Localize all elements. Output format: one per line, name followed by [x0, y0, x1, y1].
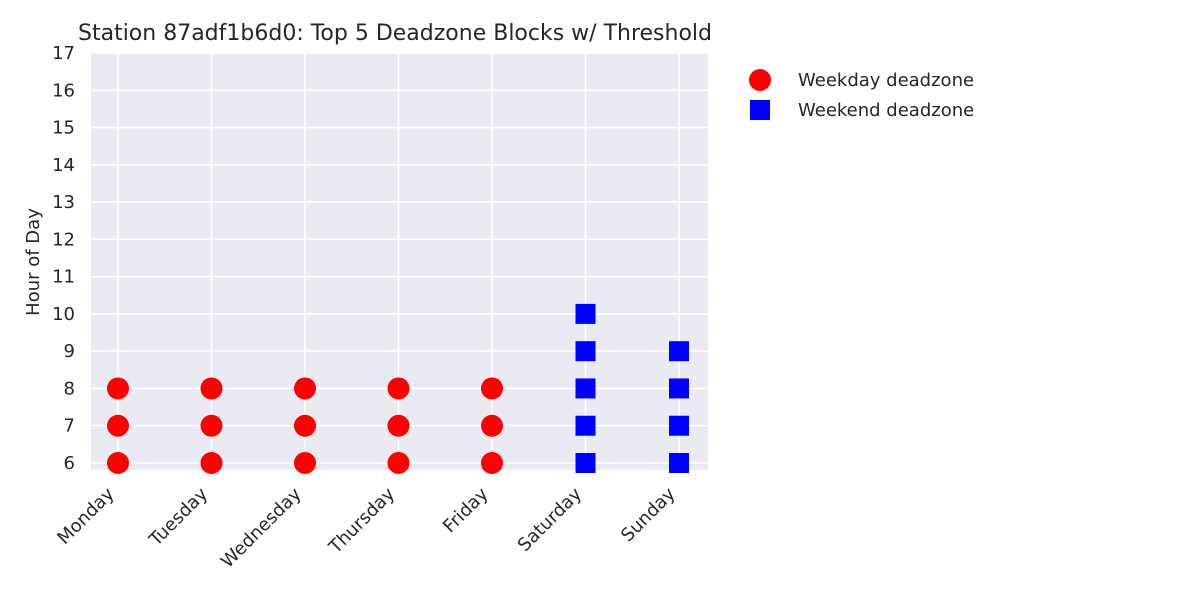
weekday-point [200, 452, 223, 474]
weekend-point [575, 341, 596, 362]
plot-area [91, 53, 708, 470]
x-tick-label: Tuesday [145, 483, 213, 551]
legend-weekend-marker [750, 100, 770, 120]
weekday-point [200, 414, 223, 437]
weekend-point [575, 378, 596, 399]
weekend-point [669, 415, 689, 436]
weekday-point [481, 452, 503, 474]
x-tick-label: Sunday [617, 483, 680, 546]
weekday-point [107, 452, 129, 474]
weekday-point [387, 452, 410, 474]
y-tick-label: 17 [52, 43, 75, 64]
weekday-point [387, 414, 410, 437]
legend: Weekday deadzone Weekend deadzone [749, 69, 974, 121]
y-tick-label: 10 [52, 304, 75, 325]
grid-lines [91, 52, 708, 470]
y-axis-ticks: 6 7 8 9 10 11 12 13 14 15 16 17 [52, 43, 75, 474]
weekday-point [294, 414, 316, 437]
weekday-point [294, 452, 316, 474]
y-tick-label: 7 [64, 416, 75, 437]
legend-label: Weekend deadzone [798, 100, 974, 121]
x-tick-label: Wednesday [217, 483, 306, 572]
weekend-point [575, 303, 596, 324]
y-tick-label: 13 [52, 192, 75, 213]
data-markers [107, 303, 689, 474]
y-tick-label: 16 [52, 80, 75, 101]
weekday-point [294, 377, 316, 400]
weekend-point [669, 453, 689, 473]
y-axis-label: Hour of Day [23, 208, 44, 316]
legend-weekday-marker [749, 69, 771, 91]
weekend-point [575, 415, 596, 436]
y-tick-label: 12 [52, 229, 75, 250]
y-tick-label: 9 [64, 341, 75, 362]
x-tick-label: Friday [439, 483, 493, 537]
weekday-point [387, 377, 410, 400]
chart-title: Station 87adf1b6d0: Top 5 Deadzone Block… [78, 21, 712, 46]
weekday-point [481, 377, 503, 400]
x-tick-label: Thursday [324, 483, 399, 558]
weekday-point [481, 414, 503, 437]
y-tick-label: 8 [64, 378, 75, 399]
y-tick-label: 14 [52, 155, 75, 176]
weekend-point [575, 453, 596, 473]
weekday-point [107, 414, 129, 437]
weekend-point [669, 378, 689, 399]
y-tick-label: 15 [52, 118, 75, 139]
y-tick-label: 6 [64, 453, 75, 474]
x-axis-ticks: Monday Tuesday Wednesday Thursday Friday Satu… [53, 483, 679, 572]
y-tick-label: 11 [52, 267, 75, 288]
weekday-point [107, 377, 129, 400]
x-tick-label: Saturday [514, 483, 586, 555]
weekend-point [669, 341, 689, 362]
legend-label: Weekday deadzone [798, 70, 974, 91]
x-tick-label: Monday [53, 483, 118, 548]
weekday-point [200, 377, 223, 400]
